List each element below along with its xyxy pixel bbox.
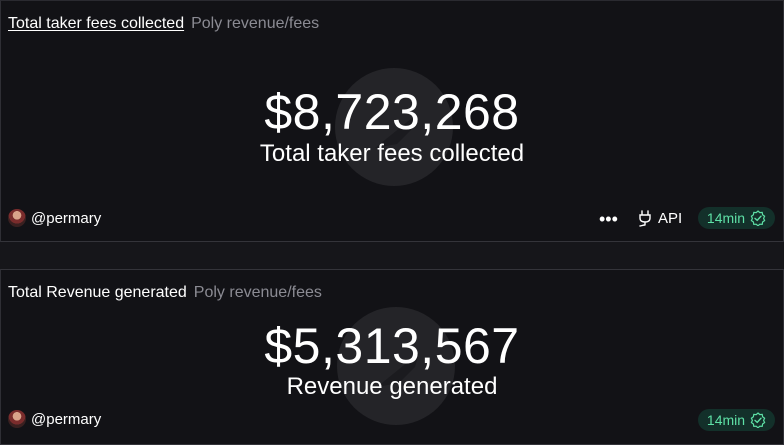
plug-icon	[639, 210, 651, 227]
author-name: @permary	[31, 209, 102, 227]
card-subtitle: Poly revenue/fees	[191, 15, 320, 32]
verified-check-icon	[750, 210, 766, 226]
card-title-link[interactable]: Total taker fees collected	[8, 15, 185, 32]
author-link[interactable]: @permary	[8, 410, 101, 428]
api-label: API	[658, 209, 683, 227]
api-button[interactable]: API	[637, 209, 682, 227]
card-subtitle: Poly revenue/fees	[193, 284, 322, 301]
author-link[interactable]: @permary	[8, 209, 101, 227]
counter-label: Revenue generated	[286, 373, 498, 400]
counter-label: Total taker fees collected	[259, 140, 525, 167]
freshness-badge: 14min	[698, 409, 775, 431]
card-title-link[interactable]: Total Revenue generated	[8, 284, 187, 301]
avatar	[8, 410, 26, 428]
watermark-logo-icon	[337, 307, 455, 425]
avatar	[8, 209, 26, 227]
verified-check-icon	[750, 412, 766, 428]
watermark-logo-icon	[335, 68, 453, 186]
more-options-button[interactable]: •••	[599, 209, 618, 229]
freshness-label: 14min	[706, 412, 746, 428]
card-header: Total Revenue generated Poly revenue/fees	[8, 284, 322, 302]
counter-card-taker-fees: Total taker fees collected Poly revenue/f…	[0, 0, 784, 242]
card-header: Total taker fees collected Poly revenue/f…	[8, 15, 319, 33]
counter-value: $8,723,268	[264, 84, 520, 140]
counter-card-revenue: Total Revenue generated Poly revenue/fees…	[0, 269, 784, 445]
freshness-label: 14min	[706, 210, 746, 226]
freshness-badge: 14min	[698, 207, 775, 229]
author-name: @permary	[31, 410, 102, 428]
counter-value: $5,313,567	[264, 318, 520, 374]
